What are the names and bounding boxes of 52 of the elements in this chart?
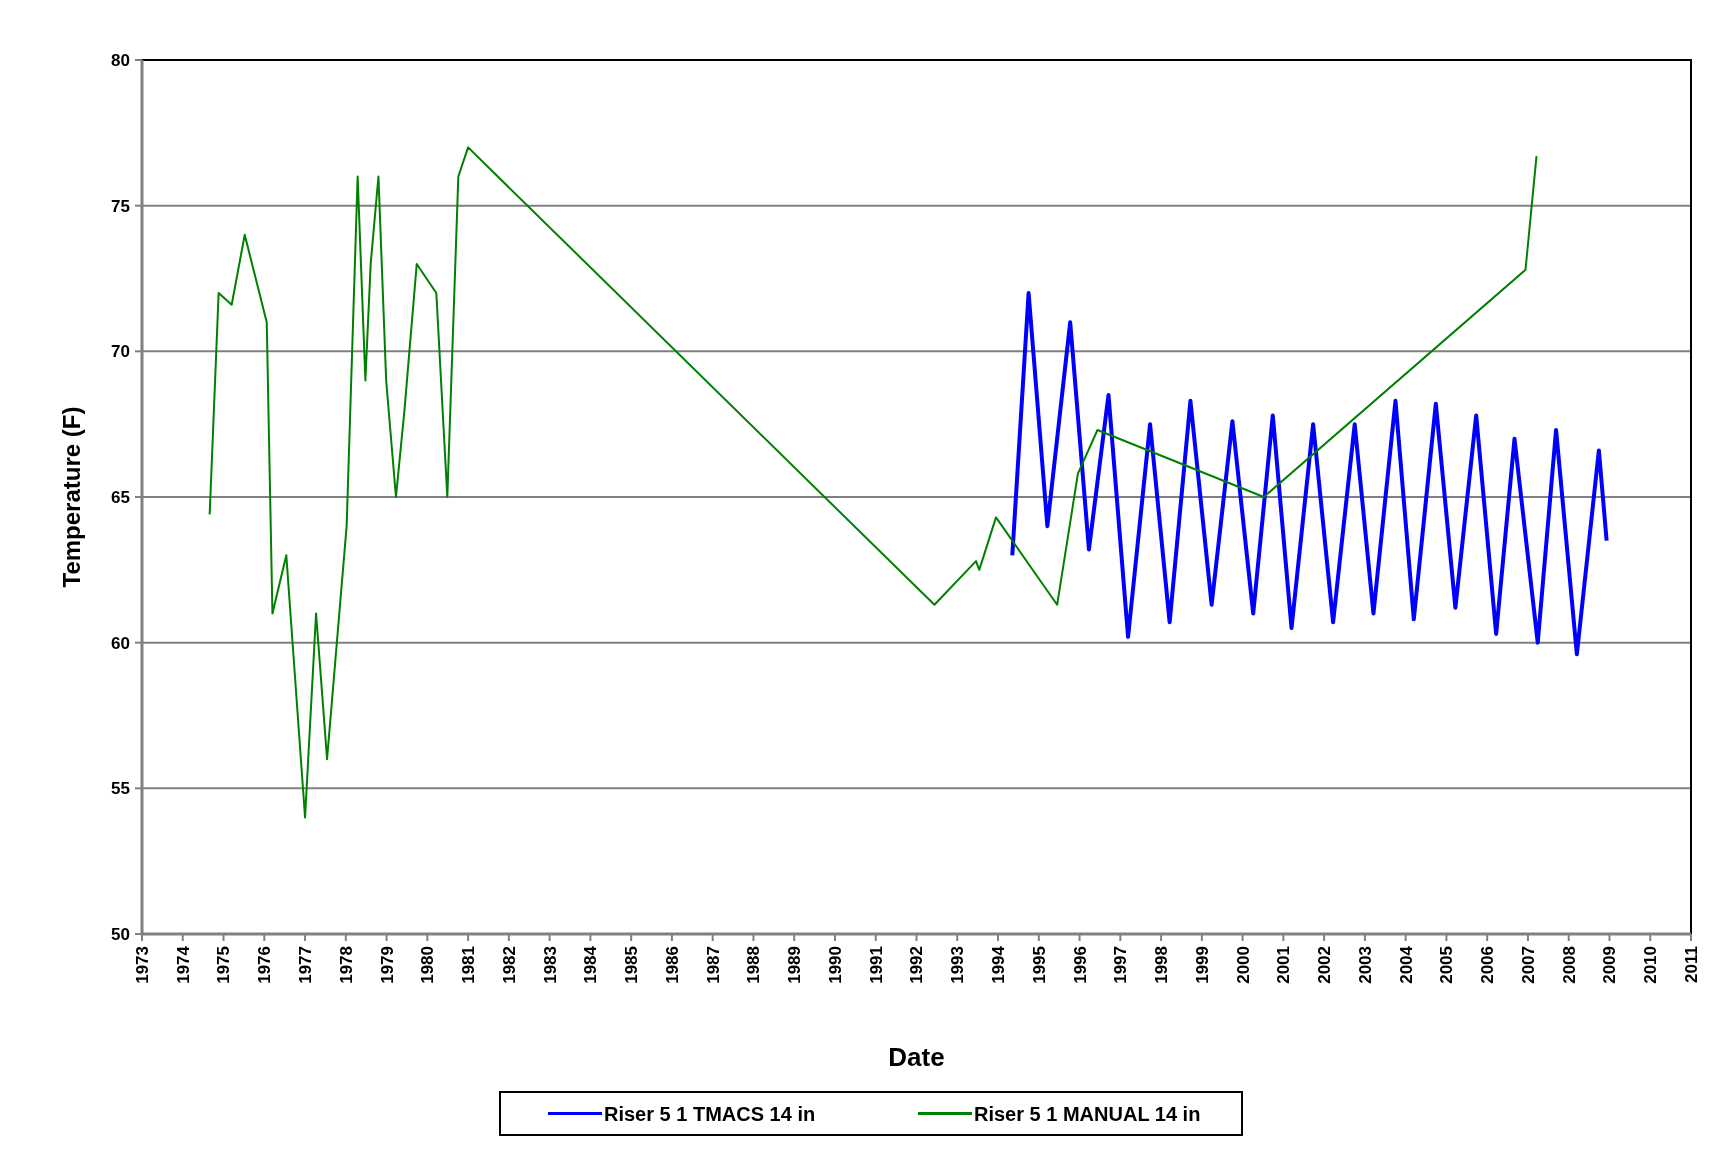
x-tick-label: 2006 bbox=[1478, 946, 1498, 984]
x-tick-label: 2000 bbox=[1233, 946, 1253, 984]
x-tick-label: 1996 bbox=[1070, 946, 1090, 984]
x-tick-label: 1982 bbox=[499, 946, 519, 984]
line-series bbox=[1010, 291, 1609, 657]
y-tick-label: 65 bbox=[111, 487, 130, 507]
x-axis-title: Date bbox=[888, 1042, 945, 1072]
x-tick-label: 1997 bbox=[1111, 946, 1131, 984]
y-tick-label: 55 bbox=[111, 779, 130, 799]
x-tick-label: 2011 bbox=[1681, 946, 1701, 983]
x-tick-label: 1990 bbox=[825, 946, 845, 984]
x-tick-label: 2001 bbox=[1274, 946, 1294, 984]
x-tick-label: 1977 bbox=[296, 946, 315, 984]
x-tick-label: 2003 bbox=[1355, 946, 1375, 984]
x-tick-label: 1999 bbox=[1192, 946, 1212, 984]
x-tick-label: 1978 bbox=[336, 946, 356, 984]
line-series bbox=[208, 146, 1538, 819]
x-tick-label: 2009 bbox=[1600, 946, 1620, 984]
x-tick-label: 2010 bbox=[1641, 946, 1661, 984]
y-axis-title: Temperature (F) bbox=[58, 406, 85, 588]
x-tick-label: 1981 bbox=[459, 946, 479, 984]
x-tick-label: 1993 bbox=[948, 946, 968, 984]
y-tick-label: 70 bbox=[111, 342, 130, 362]
x-tick-label: 1973 bbox=[132, 946, 152, 984]
x-tick-label: 1995 bbox=[1029, 946, 1049, 984]
legend-label: Riser 5 1 MANUAL 14 in bbox=[974, 1102, 1201, 1125]
x-tick-label: 1991 bbox=[866, 946, 886, 984]
x-tick-label: 1989 bbox=[785, 946, 805, 984]
x-tick-label: 1980 bbox=[418, 946, 438, 984]
y-tick-label: 75 bbox=[111, 196, 130, 216]
y-tick-label: 80 bbox=[111, 50, 130, 70]
x-tick-label: 1974 bbox=[173, 945, 193, 984]
legend-label: Riser 5 1 TMACS 14 in bbox=[604, 1102, 816, 1125]
y-tick-label: 50 bbox=[111, 924, 130, 944]
x-tick-label: 1994 bbox=[988, 945, 1008, 984]
x-tick-label: 1992 bbox=[907, 946, 927, 984]
x-tick-label: 1976 bbox=[255, 946, 275, 984]
y-tick-label: 60 bbox=[111, 633, 130, 653]
x-tick-label: 2004 bbox=[1396, 945, 1416, 984]
x-tick-label: 2002 bbox=[1315, 946, 1335, 984]
x-tick-label: 1988 bbox=[744, 946, 764, 984]
x-tick-label: 1979 bbox=[377, 946, 397, 984]
x-tick-label: 1987 bbox=[703, 946, 723, 984]
x-tick-label: 1998 bbox=[1152, 946, 1172, 984]
x-tick-label: 1983 bbox=[540, 946, 560, 984]
x-tick-label: 2007 bbox=[1518, 946, 1538, 984]
x-tick-label: 1984 bbox=[581, 945, 601, 984]
x-tick-label: 2008 bbox=[1559, 946, 1579, 984]
x-tick-label: 2005 bbox=[1437, 946, 1457, 984]
x-tick-label: 1986 bbox=[662, 946, 682, 984]
x-tick-label: 1985 bbox=[622, 946, 642, 984]
x-tick-label: 1975 bbox=[214, 946, 234, 984]
